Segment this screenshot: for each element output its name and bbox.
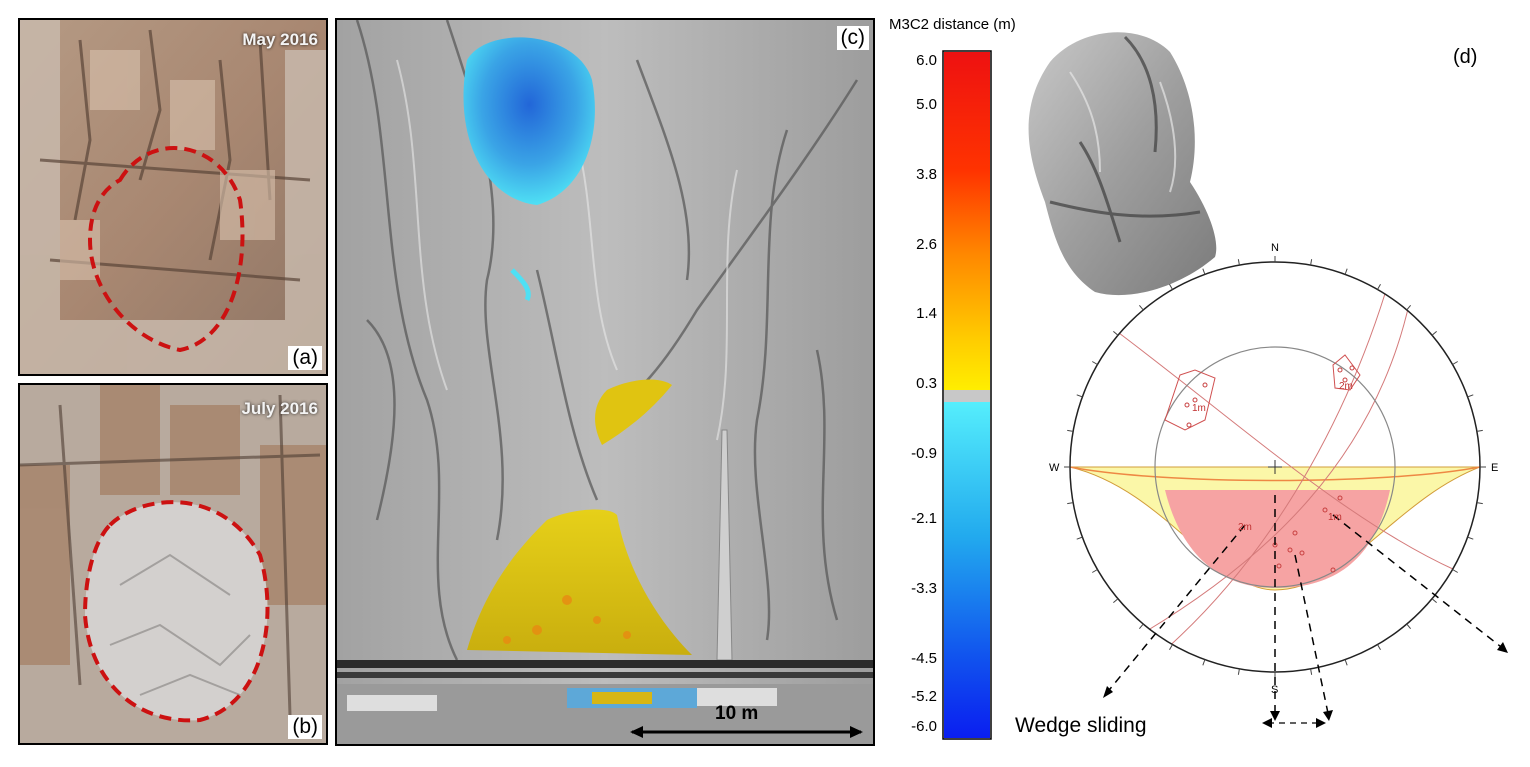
stereonet-tick: [1092, 569, 1098, 573]
colorbar-tick-label: 6.0: [916, 52, 937, 69]
stereonet-tick: [1467, 394, 1474, 398]
colorbar-title: M3C2 distance (m): [889, 16, 1016, 33]
stereonet-tick: [1113, 330, 1119, 336]
stereonet-tick: [1237, 259, 1240, 266]
stereonet-tick: [1431, 598, 1437, 604]
outline-b: [82, 500, 270, 723]
colorbar-tick-label: 1.4: [916, 305, 937, 322]
stereonet-label-e: E: [1491, 462, 1499, 474]
panel-label-d: (d): [1453, 46, 1478, 68]
set-label-3: 2m: [1238, 522, 1252, 533]
stereonet-tick: [1076, 536, 1083, 540]
stereonet: [1064, 256, 1508, 721]
colorbar-tick-label: 3.8: [916, 166, 937, 183]
stereonet-tick: [1113, 598, 1119, 604]
stereonet-tick: [1406, 305, 1412, 311]
date-label-a: May 2016: [242, 30, 318, 49]
rock-photo-july: [20, 385, 326, 743]
stereonet-tick: [1476, 429, 1483, 432]
set-label-1: 1m: [1192, 403, 1206, 414]
colorbar-tick-label: 2.6: [916, 236, 937, 253]
set-label-2: 2m: [1339, 381, 1353, 392]
panel-label-c: (c): [836, 26, 869, 50]
panel-label-b: (b): [288, 715, 322, 739]
rock-photo-may: [20, 20, 326, 374]
stereonet-tick: [1202, 268, 1206, 275]
stereonet-tick: [1076, 394, 1083, 398]
stereonet-label-w: W: [1049, 462, 1060, 474]
model-panel-c: (c) 10 m: [335, 18, 875, 746]
stereonet-tick: [1310, 668, 1313, 675]
stereonet-tick: [1169, 644, 1173, 650]
colorbar-tick-label: -0.9: [911, 445, 937, 462]
colorbar-tick-label: -5.2: [911, 688, 937, 705]
colorbar-tick-label: -2.1: [911, 510, 937, 527]
m3c2-model: [337, 20, 873, 744]
photo-panel-a: May 2016 (a): [18, 18, 328, 376]
stereonet-tick: [1377, 644, 1381, 650]
stereonet-tick: [1092, 361, 1098, 365]
panel-label-a: (a): [288, 346, 322, 370]
stereonet-tick: [1452, 361, 1458, 365]
stereonet-tick: [1406, 623, 1412, 629]
stereonet-tick: [1202, 659, 1206, 666]
stereonet-tick: [1237, 668, 1240, 675]
colorbar-tick-label: -6.0: [911, 718, 937, 735]
wedge-sliding-label: Wedge sliding: [1015, 714, 1147, 737]
colorbar-tick-label: -3.3: [911, 580, 937, 597]
stereonet-label-s: S: [1271, 684, 1279, 696]
stereonet-tick: [1467, 536, 1474, 540]
stereonet-tick: [1067, 429, 1074, 432]
stereonet-label-n: N: [1271, 242, 1279, 254]
stereonet-tick: [1452, 569, 1458, 573]
stereonet-tick: [1344, 268, 1348, 275]
stereonet-tick: [1377, 284, 1381, 290]
colorbar: [942, 50, 992, 740]
outline-a: [87, 145, 245, 353]
stereonet-tick: [1476, 502, 1483, 505]
scale-bar-label: 10 m: [715, 703, 759, 724]
stereonet-tick: [1138, 623, 1144, 629]
stereonet-tick: [1310, 259, 1313, 266]
date-label-b: July 2016: [241, 399, 318, 418]
photo-panel-b: July 2016 (b): [18, 383, 328, 745]
colorbar-tick-label: 5.0: [916, 96, 937, 113]
stereonet-tick: [1344, 659, 1348, 666]
stereonet-tick: [1431, 330, 1437, 336]
stereonet-tick: [1169, 284, 1173, 290]
colorbar-tick-label: -4.5: [911, 650, 937, 667]
block-3d-model: [1028, 32, 1217, 296]
stereonet-tick: [1138, 305, 1144, 311]
colorbar-tick-label: 0.3: [916, 375, 937, 392]
stereonet-tick: [1067, 502, 1074, 505]
wedge-arrow-marker: [1262, 718, 1326, 728]
set-label-4: 1m: [1328, 512, 1342, 523]
